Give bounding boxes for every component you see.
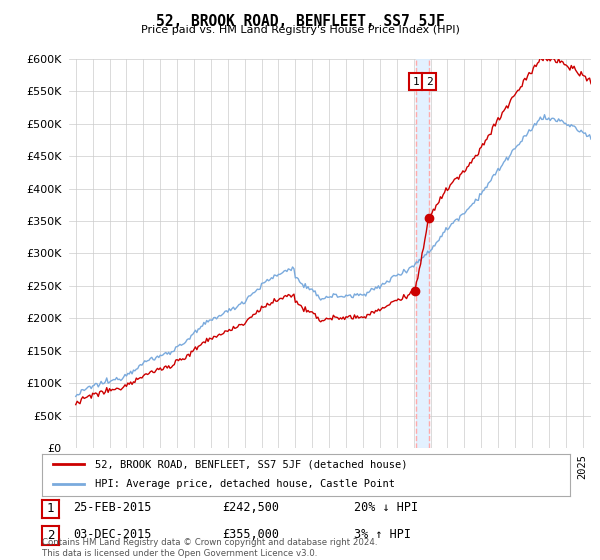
Text: 52, BROOK ROAD, BENFLEET, SS7 5JF: 52, BROOK ROAD, BENFLEET, SS7 5JF <box>155 14 445 29</box>
Text: 2: 2 <box>426 77 433 86</box>
Bar <box>416 59 429 448</box>
Text: Price paid vs. HM Land Registry's House Price Index (HPI): Price paid vs. HM Land Registry's House … <box>140 25 460 35</box>
Text: 2: 2 <box>47 529 54 542</box>
Text: 03-DEC-2015: 03-DEC-2015 <box>73 528 152 541</box>
Text: £355,000: £355,000 <box>222 528 279 541</box>
Text: 25-FEB-2015: 25-FEB-2015 <box>73 501 152 514</box>
Text: HPI: Average price, detached house, Castle Point: HPI: Average price, detached house, Cast… <box>95 479 395 489</box>
Text: 1: 1 <box>412 77 419 86</box>
Text: £242,500: £242,500 <box>222 501 279 514</box>
Text: Contains HM Land Registry data © Crown copyright and database right 2024.
This d: Contains HM Land Registry data © Crown c… <box>42 538 377 558</box>
Text: 52, BROOK ROAD, BENFLEET, SS7 5JF (detached house): 52, BROOK ROAD, BENFLEET, SS7 5JF (detac… <box>95 459 407 469</box>
Text: 20% ↓ HPI: 20% ↓ HPI <box>354 501 418 514</box>
Text: 1: 1 <box>47 502 54 515</box>
Text: 3% ↑ HPI: 3% ↑ HPI <box>354 528 411 541</box>
